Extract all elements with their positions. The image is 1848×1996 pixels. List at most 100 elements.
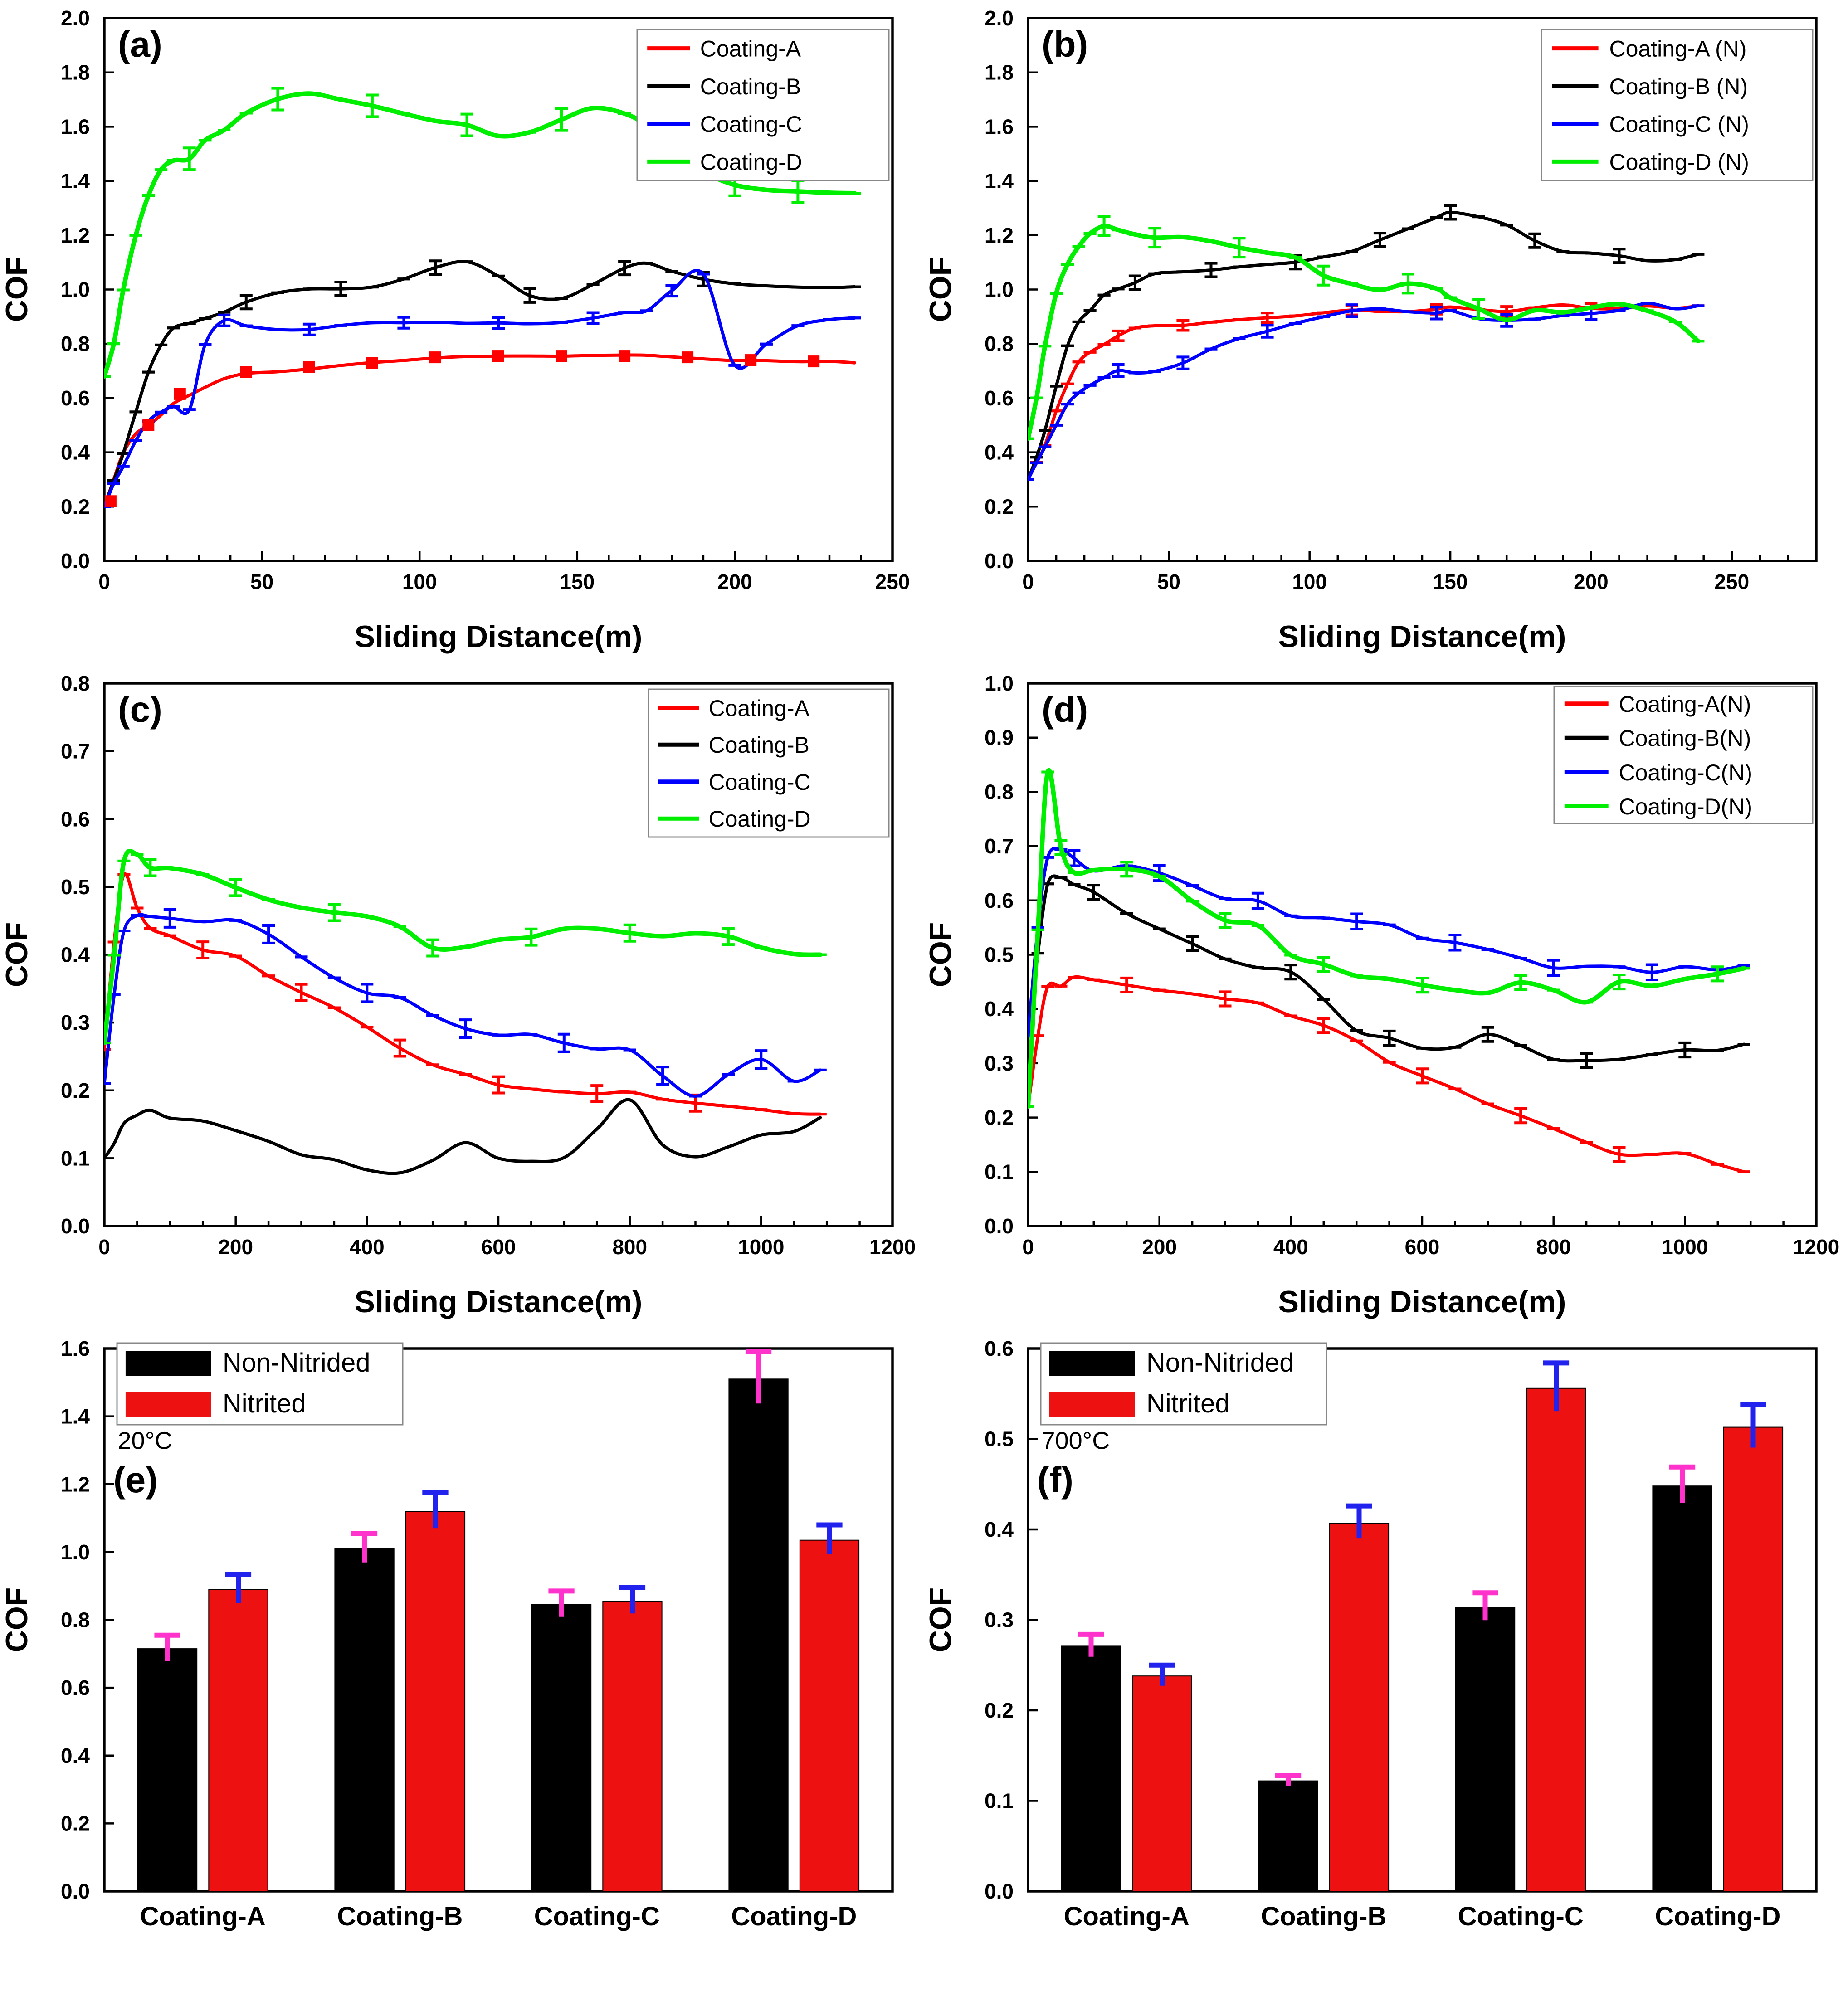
svg-text:1.0: 1.0 [61,1540,90,1564]
svg-text:0.6: 0.6 [985,1337,1014,1360]
svg-text:200: 200 [218,1235,253,1259]
svg-text:(f): (f) [1037,1460,1073,1500]
svg-text:Coating-D(N): Coating-D(N) [1619,794,1753,819]
svg-text:1.4: 1.4 [61,169,90,193]
svg-text:1.6: 1.6 [61,115,90,138]
svg-text:2.0: 2.0 [985,6,1014,30]
svg-text:1.4: 1.4 [985,169,1014,193]
svg-text:0: 0 [1022,570,1034,594]
svg-text:0.4: 0.4 [985,1518,1014,1541]
svg-text:0.9: 0.9 [985,726,1014,750]
svg-text:Coating-C(N): Coating-C(N) [1619,760,1753,785]
svg-text:1.6: 1.6 [985,115,1014,138]
svg-text:0.7: 0.7 [61,740,90,763]
svg-text:0.3: 0.3 [985,1052,1014,1075]
svg-text:1200: 1200 [1793,1235,1839,1259]
svg-text:800: 800 [1536,1235,1571,1259]
svg-text:0.1: 0.1 [985,1789,1014,1813]
svg-text:400: 400 [1273,1235,1308,1259]
svg-text:700°C: 700°C [1042,1427,1110,1454]
svg-text:0.0: 0.0 [61,1879,90,1903]
svg-text:COF: COF [924,1587,958,1653]
svg-text:1.0: 1.0 [985,278,1014,302]
svg-text:(b): (b) [1042,24,1088,64]
svg-text:Nitrited: Nitrited [1146,1389,1230,1418]
svg-text:Coating-B: Coating-B [709,732,809,758]
svg-text:Coating-C (N): Coating-C (N) [1609,112,1749,137]
svg-text:Non-Nitrided: Non-Nitrided [1146,1348,1294,1378]
svg-text:0.0: 0.0 [61,549,90,573]
svg-text:0.4: 0.4 [61,943,90,967]
svg-text:0.5: 0.5 [985,1427,1014,1451]
svg-text:0.4: 0.4 [61,441,90,464]
svg-text:200: 200 [717,570,752,594]
svg-text:0.6: 0.6 [985,386,1014,410]
svg-text:150: 150 [1433,570,1468,594]
svg-text:Coating-A (N): Coating-A (N) [1609,36,1747,62]
svg-text:2.0: 2.0 [61,6,90,30]
svg-text:Coating-B: Coating-B [337,1902,463,1931]
svg-text:Coating-D: Coating-D [709,806,811,832]
svg-text:0.1: 0.1 [61,1146,90,1170]
svg-text:1000: 1000 [1662,1235,1708,1259]
svg-text:Sliding Distance(m): Sliding Distance(m) [1278,1285,1566,1319]
svg-text:400: 400 [350,1235,385,1259]
svg-text:COF: COF [924,257,958,322]
svg-text:100: 100 [1292,570,1327,594]
svg-text:200: 200 [1574,570,1609,594]
svg-text:600: 600 [481,1235,516,1259]
svg-text:0.2: 0.2 [61,1079,90,1102]
svg-text:1.8: 1.8 [61,61,90,84]
svg-text:(e): (e) [113,1460,158,1500]
svg-text:0.0: 0.0 [985,1214,1014,1238]
svg-text:0.8: 0.8 [61,1608,90,1632]
svg-text:Nitrited: Nitrited [223,1389,306,1418]
svg-text:800: 800 [612,1235,647,1259]
svg-text:1.2: 1.2 [61,224,90,247]
svg-text:0: 0 [98,1235,110,1259]
svg-text:0.7: 0.7 [985,834,1014,858]
svg-text:Coating-A(N): Coating-A(N) [1619,691,1751,717]
svg-text:1.6: 1.6 [61,1337,90,1360]
svg-text:250: 250 [875,570,910,594]
svg-text:Coating-C: Coating-C [709,769,811,795]
svg-text:0.2: 0.2 [985,495,1014,518]
svg-text:0.6: 0.6 [985,889,1014,912]
svg-text:COF: COF [0,1587,34,1653]
svg-text:Sliding Distance(m): Sliding Distance(m) [1278,619,1566,654]
svg-text:0.0: 0.0 [61,1214,90,1238]
svg-text:Coating-D (N): Coating-D (N) [1609,149,1749,175]
svg-text:1.0: 1.0 [985,672,1014,695]
svg-text:COF: COF [0,922,34,988]
svg-text:Coating-B: Coating-B [1261,1902,1386,1931]
svg-text:0.5: 0.5 [61,875,90,899]
svg-text:0.8: 0.8 [985,332,1014,355]
svg-text:Coating-C: Coating-C [534,1902,660,1931]
svg-text:100: 100 [402,570,437,594]
svg-text:(c): (c) [118,689,162,730]
svg-text:1000: 1000 [738,1235,784,1259]
svg-text:0.5: 0.5 [985,943,1014,967]
svg-text:Coating-B(N): Coating-B(N) [1619,725,1751,751]
svg-text:150: 150 [560,570,595,594]
svg-text:600: 600 [1405,1235,1440,1259]
svg-text:0.0: 0.0 [985,1879,1014,1903]
svg-text:Coating-A: Coating-A [140,1902,266,1931]
svg-text:0.8: 0.8 [985,780,1014,803]
svg-text:(a): (a) [118,24,162,64]
svg-text:0.8: 0.8 [61,672,90,695]
svg-text:Sliding Distance(m): Sliding Distance(m) [355,619,643,654]
svg-text:Coating-B (N): Coating-B (N) [1609,74,1748,99]
svg-text:0.2: 0.2 [61,1811,90,1835]
svg-text:0: 0 [1022,1235,1034,1259]
svg-text:200: 200 [1142,1235,1177,1259]
svg-text:0.4: 0.4 [985,441,1014,464]
svg-text:(d): (d) [1042,689,1088,730]
svg-text:0.6: 0.6 [61,386,90,410]
svg-text:1.4: 1.4 [61,1405,90,1428]
svg-text:Coating-D: Coating-D [1655,1902,1780,1931]
svg-text:Coating-B: Coating-B [700,74,801,99]
svg-text:0.6: 0.6 [61,807,90,831]
svg-text:0.4: 0.4 [61,1744,90,1767]
svg-text:0.0: 0.0 [985,549,1014,573]
